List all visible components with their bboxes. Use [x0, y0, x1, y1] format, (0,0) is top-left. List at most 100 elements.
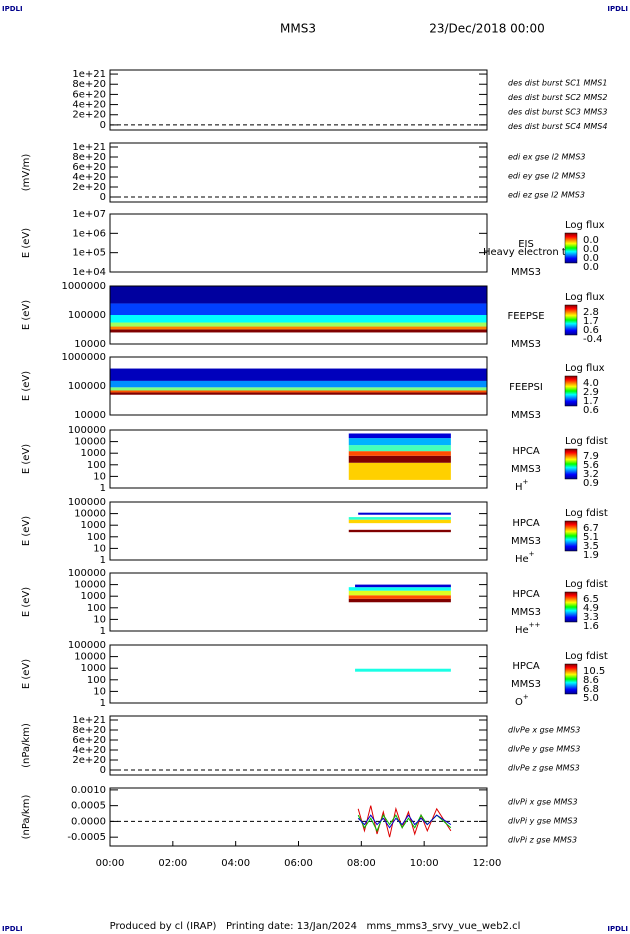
y-tick-label: 2e+20 — [72, 755, 106, 766]
legend-entry: des dist burst SC1 MMS1 — [508, 79, 607, 88]
date: 23/Dec/2018 00:00 — [429, 22, 545, 36]
spectrogram-band — [348, 438, 451, 446]
spacecraft-label: MMS3 — [511, 339, 541, 350]
spectrogram-band — [348, 517, 451, 520]
spacecraft-label: MMS3 — [511, 607, 541, 618]
y-axis-label: E (eV) — [21, 444, 32, 474]
colorbar-tick-label: 5.6 — [583, 460, 599, 471]
x-tick-label: 10:00 — [410, 858, 439, 869]
y-tick-label: 1 — [100, 483, 106, 494]
y-tick-label: 4e+20 — [72, 745, 106, 756]
spectrogram-band — [355, 584, 451, 588]
spacecraft-label: MMS3 — [511, 267, 541, 278]
y-tick-label: 6e+20 — [72, 89, 106, 100]
panel-frame — [109, 644, 488, 704]
spectrogram-band — [110, 368, 487, 381]
spectrogram-band — [110, 303, 487, 315]
colorbar-tick-label: 8.6 — [583, 675, 599, 686]
y-tick-label: 2e+20 — [72, 182, 106, 193]
colorbar-label: Log fdist — [565, 436, 608, 447]
legend-entry: dlvPi z gse MMS3 — [508, 836, 577, 845]
y-tick-label: 10000 — [74, 437, 106, 448]
colorbar — [564, 591, 578, 623]
instrument-label: HPCA — [512, 589, 540, 600]
y-tick-label: 1e+21 — [72, 69, 106, 80]
panel-frame — [109, 572, 488, 632]
instrument-label: HPCA — [512, 518, 540, 529]
colorbar-tick-label: 2.8 — [583, 307, 599, 318]
y-tick-label: 1000 — [81, 520, 106, 531]
y-tick-label: 8e+20 — [72, 152, 106, 163]
species: O — [515, 697, 523, 708]
instrument-label: HPCA — [512, 661, 540, 672]
spectrogram-band — [348, 455, 451, 463]
x-tick-label: 12:00 — [473, 858, 502, 869]
spectrogram-band — [110, 387, 487, 391]
y-tick-label: 1000 — [81, 448, 106, 459]
legend-entry: dlvPi x gse MMS3 — [508, 798, 578, 807]
y-tick-label: 1 — [100, 555, 106, 566]
charge: + — [529, 550, 535, 558]
y-axis-label: E (eV) — [21, 371, 32, 401]
instrument-label: FEEPSI — [509, 382, 543, 393]
spacecraft-label: MMS3 — [511, 536, 541, 547]
colorbar-tick-label: -0.4 — [583, 334, 603, 345]
colorbar — [564, 448, 578, 480]
colorbar-tick-label: 10.5 — [583, 666, 605, 677]
y-axis-label: (nPa/km) — [21, 795, 32, 840]
colorbar-tick-label: 0.9 — [583, 478, 599, 489]
y-tick-label: 10000 — [74, 652, 106, 663]
corner-label: IPDLI — [607, 5, 628, 13]
y-tick-label: 6e+20 — [72, 162, 106, 173]
spectrogram-band — [348, 451, 451, 456]
y-axis-label: E (eV) — [21, 587, 32, 617]
colorbar-tick-label: 2.9 — [583, 387, 599, 398]
y-tick-label: 1e+07 — [72, 209, 106, 220]
colorbar-tick-label: 6.5 — [583, 594, 599, 605]
y-tick-label: 100000 — [68, 568, 106, 579]
y-axis-label: E (eV) — [21, 300, 32, 330]
y-tick-label: 100000 — [68, 640, 106, 651]
y-tick-label: 1000000 — [61, 281, 106, 292]
spacecraft-label: MMS3 — [511, 410, 541, 421]
colorbar-label: Log flux — [565, 363, 605, 374]
y-tick-label: 8e+20 — [72, 725, 106, 736]
x-tick-label: 08:00 — [347, 858, 376, 869]
y-tick-label: 100000 — [68, 497, 106, 508]
y-tick-label: 4e+20 — [72, 100, 106, 111]
y-tick-label: -0.0005 — [67, 832, 106, 843]
spectrogram-band — [110, 392, 487, 395]
colorbar-tick-label: 1.9 — [583, 550, 599, 561]
charge: + — [523, 478, 529, 486]
y-tick-label: 100 — [87, 460, 106, 471]
y-tick-label: 10 — [93, 686, 106, 697]
colorbar — [564, 232, 578, 264]
colorbar — [564, 520, 578, 552]
spectrogram-band — [348, 598, 451, 603]
y-tick-label: 10 — [93, 543, 106, 554]
y-tick-label: 1 — [100, 698, 106, 709]
corner-label: IPDLI — [607, 925, 628, 933]
species: He — [515, 625, 529, 636]
panel-frame — [109, 356, 488, 416]
spectrogram-band — [358, 512, 451, 515]
spectrogram-band — [110, 390, 487, 393]
colorbar-label: Log flux — [565, 292, 605, 303]
legend-entry: edi ey gse l2 MMS3 — [508, 172, 586, 181]
y-axis-label: (mV/m) — [21, 154, 32, 192]
corner-label: IPDLI — [2, 5, 23, 13]
species-label: He+ — [515, 550, 535, 565]
y-tick-label: 10000 — [74, 580, 106, 591]
legend-entry: dlvPe y gse MMS3 — [508, 745, 580, 754]
colorbar-tick-label: 0.0 — [583, 262, 599, 273]
y-tick-label: 10 — [93, 614, 106, 625]
colorbar-tick-label: 3.3 — [583, 612, 599, 623]
spectrogram-band — [110, 380, 487, 388]
y-tick-label: 1000000 — [61, 352, 106, 363]
y-axis-label: E (eV) — [21, 659, 32, 689]
colorbar-label: Log fdist — [565, 579, 608, 590]
panel-frame — [109, 501, 488, 561]
spectrogram-band — [348, 529, 451, 533]
y-tick-label: 0.0005 — [71, 801, 106, 812]
